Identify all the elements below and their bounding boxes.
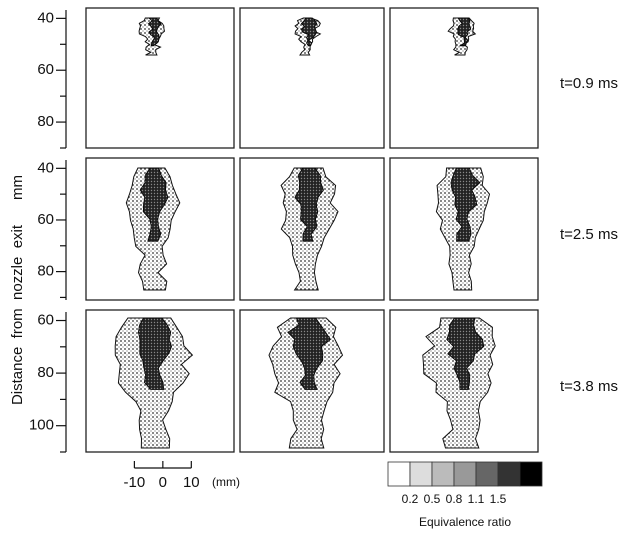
y-tick-label: 40 <box>37 9 54 26</box>
spray-core <box>300 17 318 47</box>
row-label: t=3.8 ms <box>560 378 618 395</box>
spray-core <box>446 317 485 390</box>
y-axis-title: Distance from nozzle exit mm <box>9 175 26 405</box>
y-tick-label: 60 <box>37 311 54 328</box>
y-tick-label: 60 <box>37 211 54 228</box>
scale-unit: (mm) <box>212 475 240 489</box>
scale-label: -10 <box>124 474 146 491</box>
y-tick-label: 100 <box>29 417 54 434</box>
y-tick-label: 40 <box>37 159 54 176</box>
colorbar-label: 1.5 <box>490 492 507 506</box>
colorbar-label: 0.5 <box>424 492 441 506</box>
spray-core <box>294 167 324 242</box>
colorbar-label: 1.1 <box>468 492 485 506</box>
colorbar-cell <box>431 461 455 487</box>
scale-label: 0 <box>159 474 167 491</box>
spray-core <box>287 317 331 390</box>
spray-core <box>457 17 472 47</box>
y-tick-label: 80 <box>37 263 54 280</box>
y-tick-label: 80 <box>37 364 54 381</box>
colorbar-cell <box>387 461 411 487</box>
spray-core <box>450 167 481 242</box>
spray-core <box>137 317 173 390</box>
colorbar-label: 0.2 <box>402 492 419 506</box>
colorbar-cell <box>497 461 521 487</box>
colorbar-label: 0.8 <box>446 492 463 506</box>
colorbar-cell <box>409 461 433 487</box>
row-label: t=2.5 ms <box>560 226 618 243</box>
colorbar-cell <box>453 461 477 487</box>
colorbar-title: Equivalence ratio <box>419 515 511 529</box>
y-tick-label: 80 <box>37 113 54 130</box>
colorbar-cell <box>475 461 499 487</box>
y-tick-label: 60 <box>37 61 54 78</box>
scale-label: 10 <box>183 474 200 491</box>
spray-core <box>147 17 162 47</box>
row-label: t=0.9 ms <box>560 75 618 92</box>
spray-core <box>139 167 169 242</box>
colorbar-cell <box>519 461 543 487</box>
